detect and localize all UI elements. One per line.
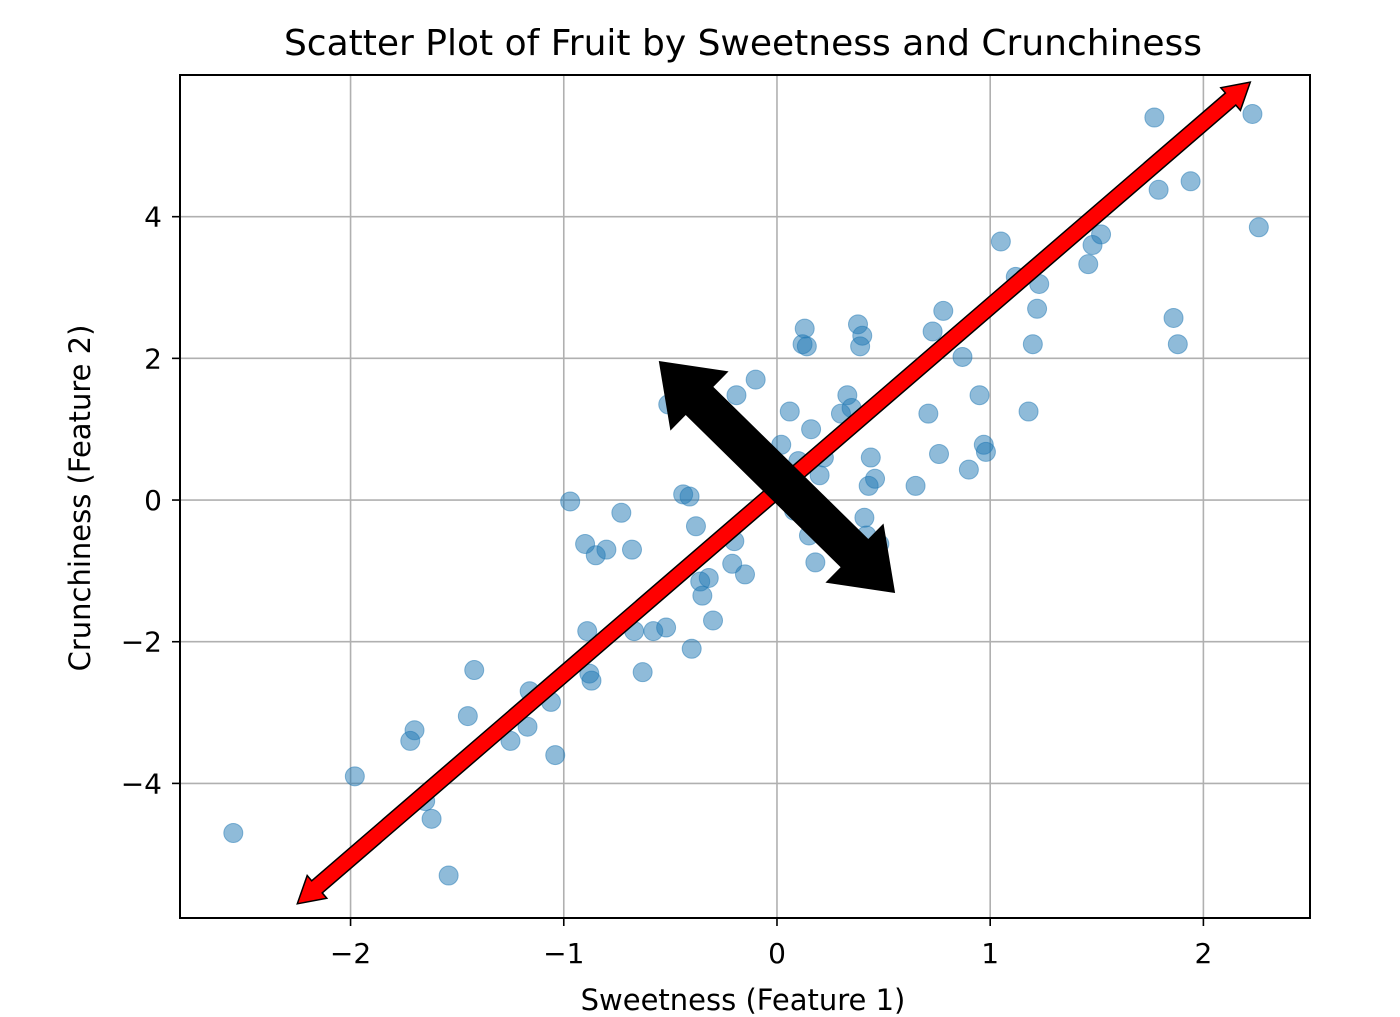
data-point xyxy=(698,567,719,588)
y-tick-label: −4 xyxy=(121,767,162,800)
y-tick-label: 2 xyxy=(144,342,162,375)
data-point xyxy=(969,385,990,406)
y-tick-label: 0 xyxy=(144,484,162,517)
data-point xyxy=(796,336,817,357)
data-point xyxy=(929,443,950,464)
data-point xyxy=(852,325,873,346)
data-point xyxy=(1148,179,1169,200)
data-point xyxy=(596,539,617,560)
data-point xyxy=(933,300,954,321)
black-double-arrow xyxy=(658,361,896,593)
data-point xyxy=(801,419,822,440)
annotation-arrows xyxy=(296,81,1252,905)
x-tick-label: −2 xyxy=(330,937,371,970)
data-point xyxy=(581,670,602,691)
data-point xyxy=(952,346,973,367)
x-tick-label: −1 xyxy=(543,937,584,970)
data-point xyxy=(1091,224,1112,245)
data-point xyxy=(860,447,881,468)
data-point xyxy=(404,720,425,741)
data-point xyxy=(679,486,700,507)
data-point xyxy=(1078,254,1099,275)
chart-title: Scatter Plot of Fruit by Sweetness and C… xyxy=(284,23,1202,64)
y-axis-label: Crunchiness (Feature 2) xyxy=(63,325,97,672)
data-point xyxy=(958,459,979,480)
y-tick-label: −2 xyxy=(121,626,162,659)
data-point xyxy=(517,716,538,737)
data-point xyxy=(1242,103,1263,124)
data-point xyxy=(703,610,724,631)
x-axis-label: Sweetness (Feature 1) xyxy=(581,983,906,1017)
data-point xyxy=(622,539,642,560)
data-point xyxy=(779,401,800,422)
data-point xyxy=(545,745,566,766)
data-point xyxy=(577,621,598,642)
data-point xyxy=(854,507,875,528)
data-point xyxy=(922,321,943,342)
data-point xyxy=(438,865,459,886)
data-point xyxy=(223,822,244,843)
grid-lines xyxy=(180,75,1310,918)
data-point xyxy=(560,491,581,512)
x-tick-label: 0 xyxy=(768,937,786,970)
data-point xyxy=(1144,107,1165,128)
data-point xyxy=(1180,171,1201,192)
data-point xyxy=(457,706,478,727)
data-point xyxy=(464,660,485,681)
data-point xyxy=(735,564,755,585)
data-point xyxy=(1027,298,1048,319)
data-point xyxy=(685,516,706,537)
plot-frame xyxy=(179,74,1311,919)
data-point xyxy=(918,403,939,424)
data-point xyxy=(905,475,926,496)
data-point xyxy=(975,441,996,462)
x-tick-label: 2 xyxy=(1194,937,1212,970)
x-tick-label: 1 xyxy=(981,937,999,970)
data-point xyxy=(692,585,713,606)
data-point xyxy=(805,552,826,573)
data-point xyxy=(421,808,442,829)
data-point xyxy=(1018,401,1039,422)
data-point xyxy=(745,369,766,390)
data-point xyxy=(726,385,747,406)
y-tick-label: 4 xyxy=(144,201,162,234)
data-point xyxy=(344,766,365,787)
data-point xyxy=(865,468,886,489)
data-point xyxy=(794,318,815,339)
data-point xyxy=(1022,334,1043,355)
data-point xyxy=(1167,334,1188,355)
data-point xyxy=(1248,217,1269,238)
data-point xyxy=(632,662,653,683)
data-point xyxy=(611,502,632,523)
data-point xyxy=(656,617,677,638)
data-point xyxy=(681,638,702,659)
data-point xyxy=(990,231,1011,252)
axis-ticks: −2 −1 0 1 2 −4 −2 0 2 4 xyxy=(121,201,1213,970)
data-point xyxy=(1163,307,1184,328)
